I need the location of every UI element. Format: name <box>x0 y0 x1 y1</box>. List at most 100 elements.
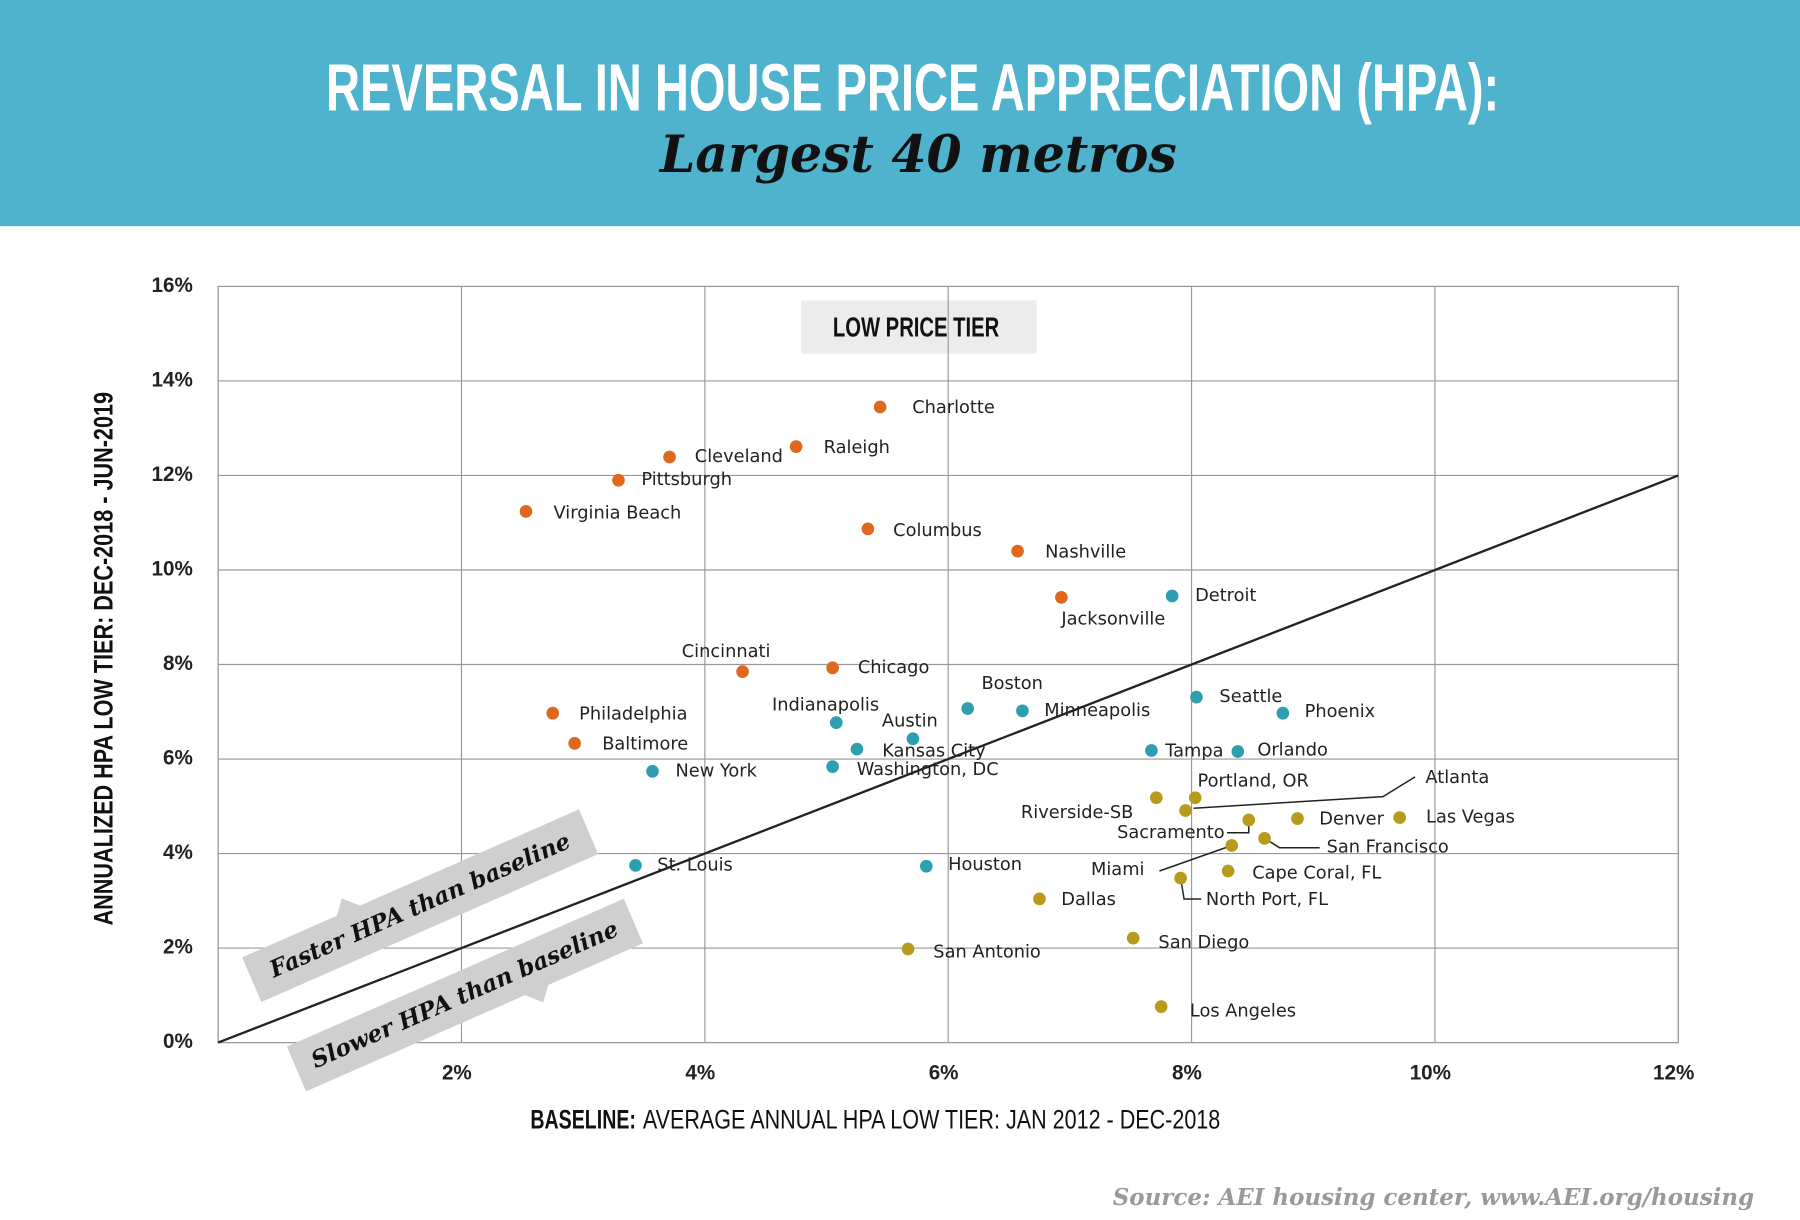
point-label: Cape Coral, FL <box>1252 862 1381 883</box>
point-label: San Francisco <box>1327 837 1449 858</box>
point-label: Detroit <box>1195 585 1256 606</box>
source-note: Source: AEI housing center, www.AEI.org/… <box>1113 1184 1754 1211</box>
x-tick-label: 8% <box>1172 1061 1202 1084</box>
point <box>646 764 659 778</box>
point <box>1188 791 1202 805</box>
x-tick-label: 12% <box>1653 1061 1694 1084</box>
y-tick-label: 8% <box>163 652 193 675</box>
point-label: Baltimore <box>602 734 688 755</box>
point <box>850 742 864 756</box>
point <box>1165 589 1179 603</box>
point <box>1225 839 1239 852</box>
point <box>1126 931 1140 945</box>
point <box>1149 791 1163 805</box>
leader-line <box>1159 844 1232 872</box>
point <box>1154 1000 1168 1014</box>
point <box>1231 745 1245 758</box>
point <box>873 400 887 414</box>
x-tick-label: 10% <box>1410 1061 1451 1084</box>
plot-area: 2% 4% 6% 8% 10% 12%0%2%4%6%8%10%12%14%16%Fast… <box>152 274 1694 1092</box>
x-tick-label: 2% <box>442 1061 472 1084</box>
y-tick-label: 12% <box>152 463 193 486</box>
point-label: Portland, OR <box>1198 770 1309 791</box>
point-label: Chicago <box>858 657 929 678</box>
point <box>1393 811 1406 824</box>
point-label: Virginia Beach <box>554 503 682 524</box>
leader-line <box>1193 776 1416 809</box>
point-label: San Diego <box>1158 932 1249 953</box>
x-axis-title-rest: AVERAGE ANNUAL HPA LOW TIER: JAN 2012 - … <box>643 1104 1220 1134</box>
point <box>1276 706 1290 720</box>
point <box>1016 704 1029 718</box>
point-label: Kansas City <box>882 740 986 761</box>
y-tick-label: 2% <box>163 935 193 958</box>
point <box>1258 832 1271 845</box>
point-label: Minneapolis <box>1044 700 1150 721</box>
point-label: Seattle <box>1219 686 1282 707</box>
point-label: Raleigh <box>824 437 890 458</box>
point-label: Nashville <box>1045 541 1126 562</box>
point-label: Las Vegas <box>1426 807 1515 828</box>
point-label: St. Louis <box>657 854 733 875</box>
point-label: Tampa <box>1164 741 1223 762</box>
point <box>612 473 625 487</box>
annotation-box <box>286 898 643 1092</box>
point-label: Houston <box>948 854 1022 875</box>
point <box>546 706 560 720</box>
point <box>1242 813 1256 827</box>
point-label: Pittsburgh <box>641 469 732 490</box>
point <box>736 665 749 678</box>
point-label: Austin <box>882 710 938 731</box>
panel-label-box <box>801 300 1037 354</box>
y-tick-label: 16% <box>152 274 193 297</box>
point-label: Jacksonville <box>1060 608 1165 629</box>
point <box>1291 812 1304 825</box>
point-label: Sacramento <box>1117 822 1225 843</box>
point-label: Phoenix <box>1305 701 1376 722</box>
point-label: Philadelphia <box>579 703 687 724</box>
point <box>568 737 581 750</box>
point-label: Dallas <box>1061 889 1116 910</box>
point <box>1179 804 1192 817</box>
point-label: Columbus <box>893 520 982 541</box>
point <box>826 760 839 773</box>
point-label: San Antonio <box>933 941 1040 962</box>
point <box>1055 591 1068 604</box>
point-label: Los Angeles <box>1190 1000 1296 1021</box>
point <box>519 505 533 518</box>
point-label: Atlanta <box>1425 767 1489 788</box>
point-label: Cincinnati <box>682 641 771 662</box>
point <box>1174 871 1187 885</box>
point-label: Charlotte <box>912 397 995 418</box>
reference-line <box>217 474 1679 1044</box>
point <box>829 716 843 730</box>
point <box>789 440 803 454</box>
y-tick-label: 4% <box>163 841 193 864</box>
y-tick-label: 10% <box>152 557 193 580</box>
leader-line <box>1179 877 1202 900</box>
panel-label: LOW PRICE TIER <box>833 312 999 343</box>
point <box>961 702 974 715</box>
point-label: Riverside-SB <box>1021 802 1133 823</box>
chart-subtitle: Largest 40 metros <box>658 124 1177 184</box>
point <box>629 858 642 872</box>
point <box>1145 744 1158 757</box>
leader-line <box>1264 837 1320 849</box>
point <box>861 522 875 536</box>
header-band <box>0 0 1800 227</box>
point-label: Boston <box>981 673 1042 694</box>
x-axis-title-lead: BASELINE: <box>530 1104 636 1134</box>
point-label: New York <box>675 760 757 781</box>
chart-title: REVERSAL IN HOUSE PRICE APPRECIATION (HP… <box>326 50 1499 125</box>
point <box>1221 864 1235 878</box>
point-label: Orlando <box>1257 739 1328 760</box>
point-label: Miami <box>1091 859 1144 880</box>
point <box>826 661 839 675</box>
point-label: North Port, FL <box>1206 889 1328 910</box>
point-label: Cleveland <box>695 446 783 467</box>
point <box>1190 690 1203 704</box>
y-tick-label: 0% <box>163 1030 193 1053</box>
y-tick-label: 14% <box>152 368 193 391</box>
y-axis-title: ANNUALIZED HPA LOW TIER: DEC-2018 - JUN-… <box>89 392 119 925</box>
